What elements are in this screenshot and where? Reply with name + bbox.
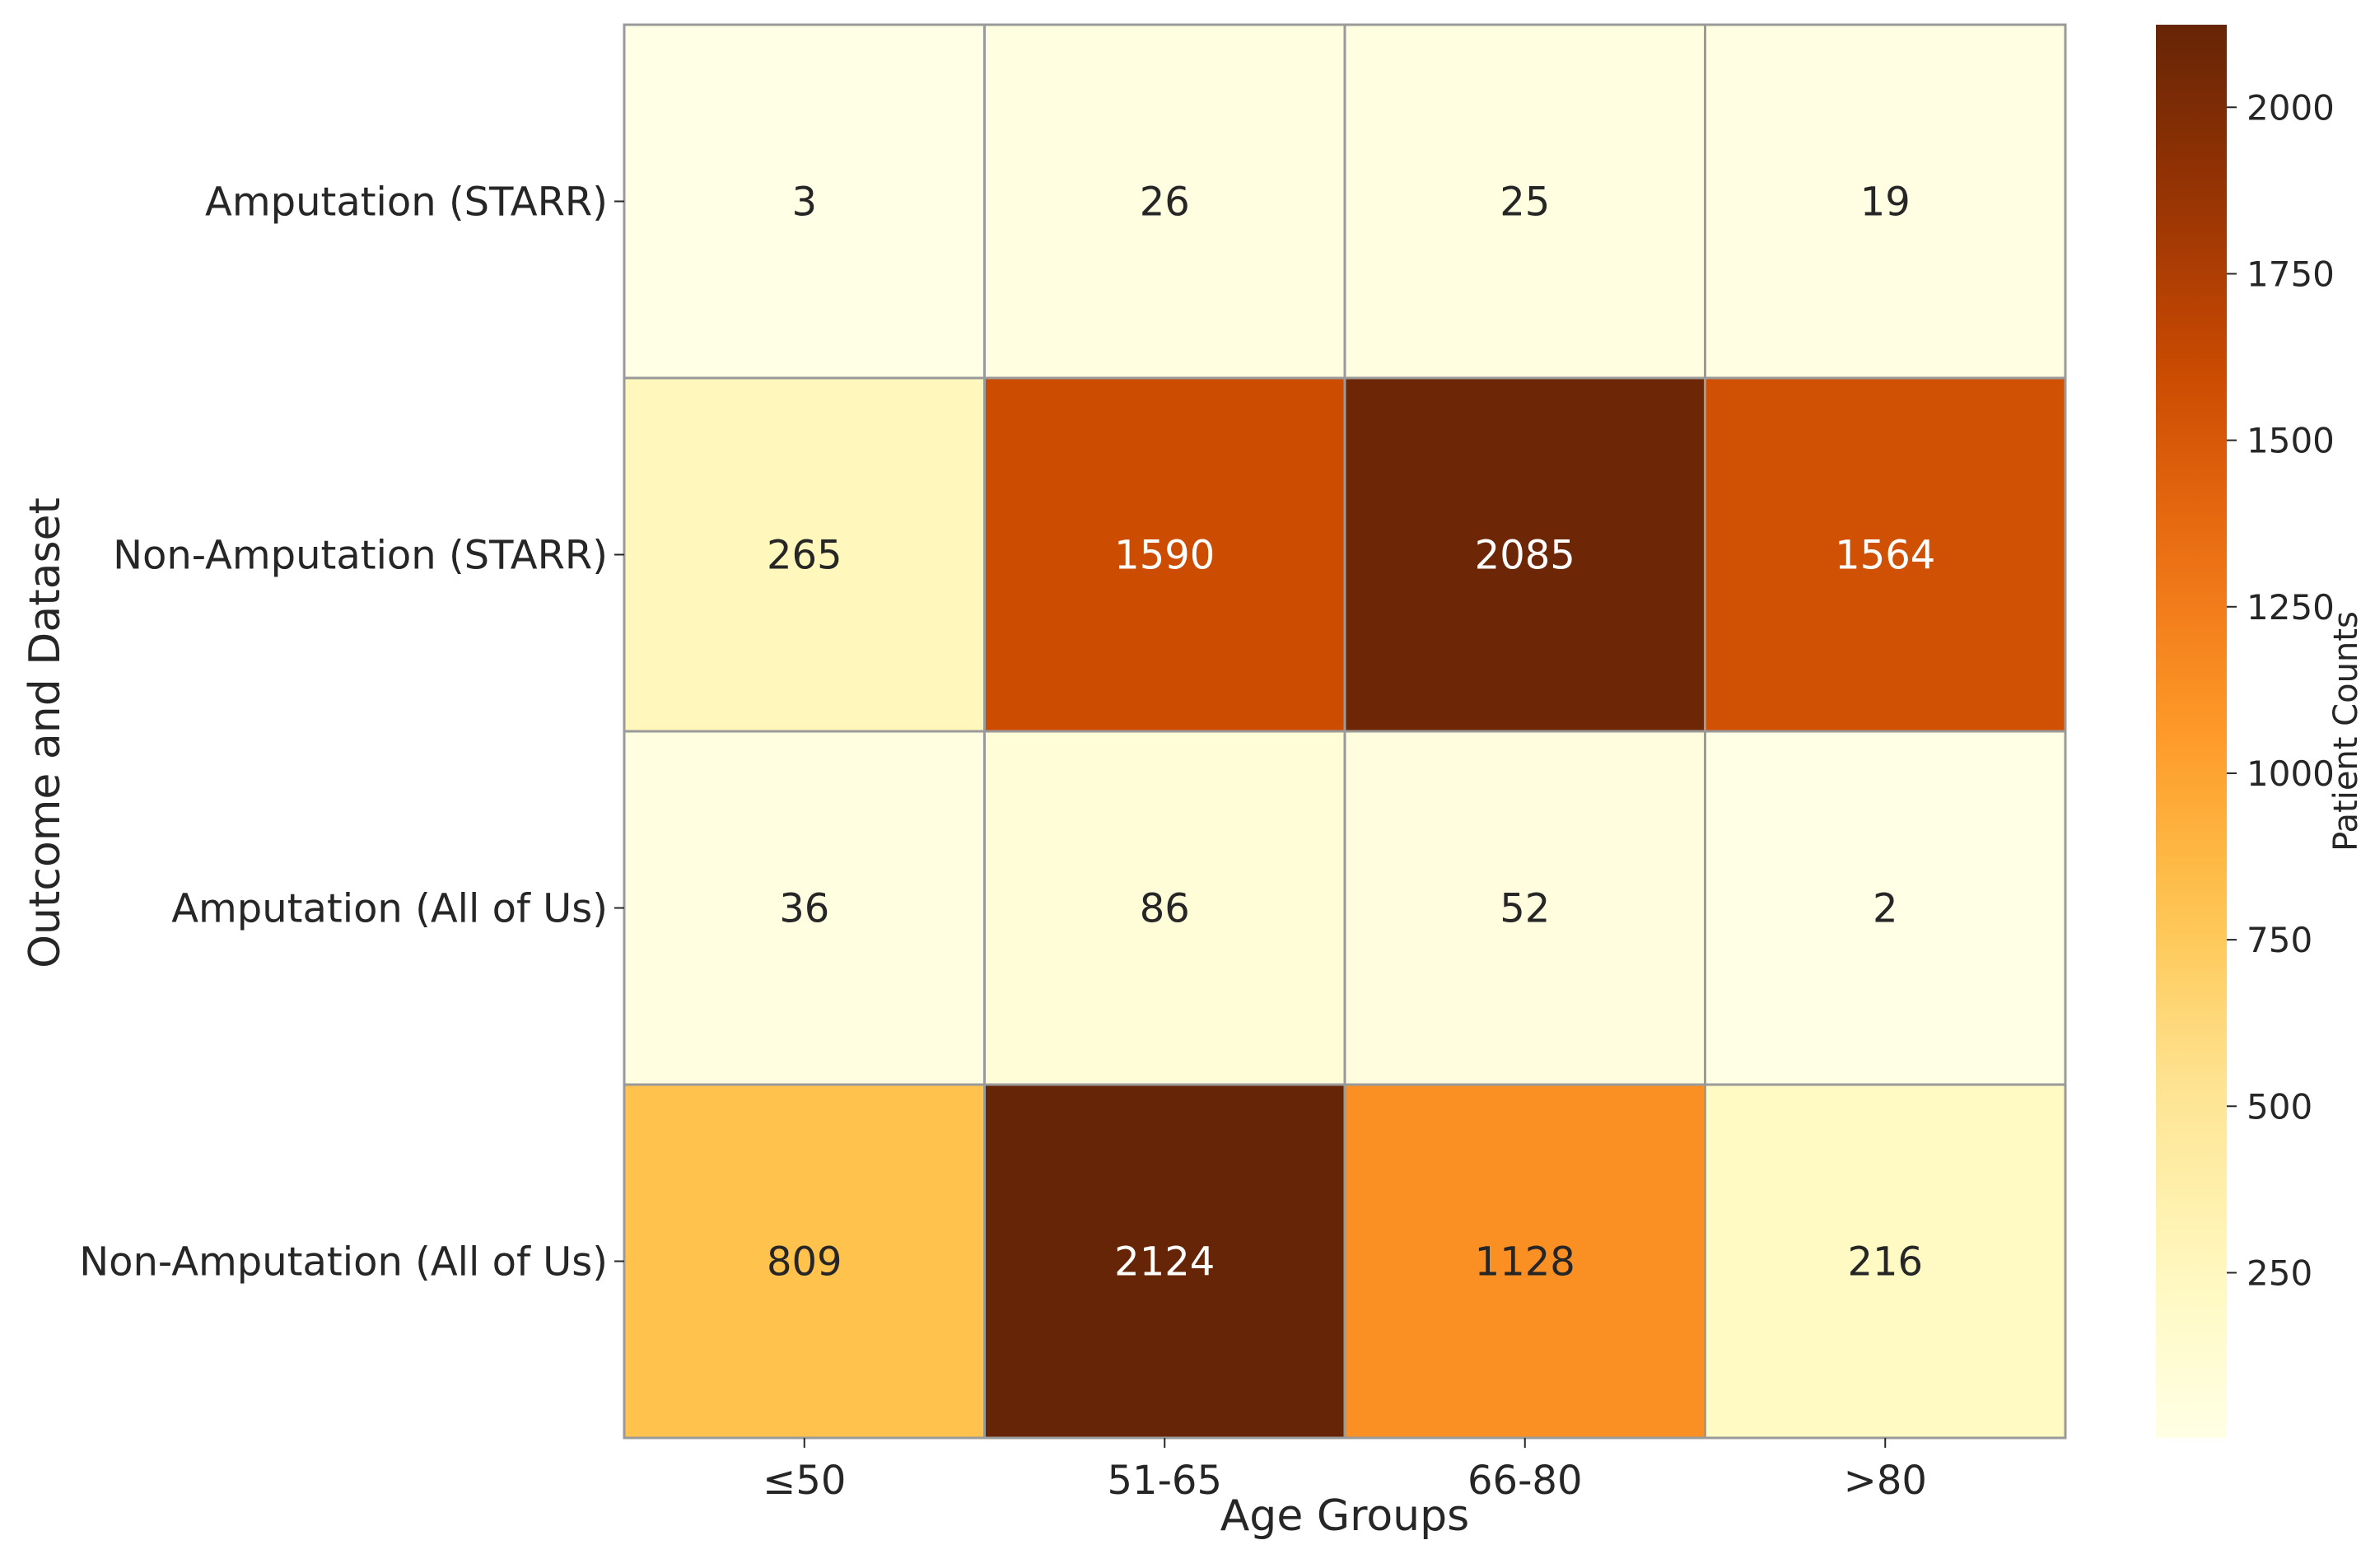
colorbar-tick-label: 250: [2247, 1253, 2312, 1293]
colorbar-tick-label: 1000: [2247, 754, 2335, 794]
x-axis: ≤50 51-65 66-80 >80: [763, 1438, 1927, 1504]
heatmap-cell: [1343, 1083, 1706, 1440]
heatmap-cell: [1343, 376, 1706, 733]
x-tick-label: ≤50: [763, 1458, 846, 1504]
y-axis: Amputation (STARR) Non-Amputation (STARR)…: [79, 180, 624, 1286]
cell-value-label: 1128: [1475, 1239, 1575, 1286]
x-tick-label: >80: [1844, 1458, 1927, 1504]
cell-value-label: 25: [1500, 180, 1550, 226]
cell-value-label: 2124: [1114, 1239, 1215, 1286]
y-tick-label: Non-Amputation (STARR): [113, 533, 608, 579]
colorbar-tick-label: 500: [2247, 1086, 2312, 1127]
heatmap-cell: [1704, 376, 2067, 733]
y-tick-label: Non-Amputation (All of Us): [79, 1239, 608, 1286]
heatmap-cell: [983, 376, 1346, 733]
heatmap-cell: [623, 1083, 986, 1440]
cell-value-label: 809: [767, 1239, 842, 1286]
cell-value-label: 36: [779, 886, 829, 932]
heatmap-cell: [1704, 23, 2067, 380]
colorbar-tick-label: 750: [2247, 920, 2312, 960]
colorbar-label: Patient Counts: [2327, 611, 2365, 852]
cell-value-label: 86: [1140, 886, 1190, 932]
heatmap-cell: [983, 1083, 1346, 1440]
colorbar-gradient: [2156, 25, 2227, 1438]
heatmap-cells: 3 26 25 19 265 1590 2085 1564 36 86 52 2 809 2124 1128…: [623, 23, 2067, 1440]
cell-value-label: 26: [1140, 180, 1190, 226]
heatmap-cell: [983, 23, 1346, 380]
x-axis-label: Age Groups: [1220, 1491, 1470, 1541]
cell-value-label: 1590: [1114, 533, 1215, 579]
colorbar: 250 500 750 1000 1250 1500 1750 2000: [2156, 25, 2335, 1438]
x-tick-label: 51-65: [1108, 1458, 1222, 1504]
heatmap-cell: [623, 376, 986, 733]
y-tick-label: Amputation (All of Us): [171, 886, 608, 932]
heatmap-cell: [983, 730, 1346, 1086]
cell-value-label: 265: [767, 533, 842, 579]
heatmap-cell: [623, 23, 986, 380]
heatmap-cell: [1704, 730, 2067, 1086]
cell-value-label: 52: [1500, 886, 1550, 932]
colorbar-tick-label: 1750: [2247, 254, 2335, 294]
y-axis-label: Outcome and Dataset: [21, 497, 70, 968]
heatmap-cell: [1704, 1083, 2067, 1440]
x-tick-label: 66-80: [1467, 1458, 1582, 1504]
cell-value-label: 2085: [1475, 533, 1575, 579]
colorbar-tick-label: 1500: [2247, 421, 2335, 461]
heatmap-cell: [1343, 23, 1706, 380]
cell-value-label: 3: [791, 180, 817, 226]
colorbar-tick-label: 1250: [2247, 587, 2335, 628]
cell-value-label: 2: [1873, 886, 1898, 932]
y-tick-label: Amputation (STARR): [205, 180, 608, 226]
colorbar-tick-label: 2000: [2247, 87, 2335, 128]
cell-value-label: 216: [1847, 1239, 1923, 1286]
cell-value-label: 19: [1860, 180, 1911, 226]
cell-value-label: 1564: [1835, 533, 1935, 579]
